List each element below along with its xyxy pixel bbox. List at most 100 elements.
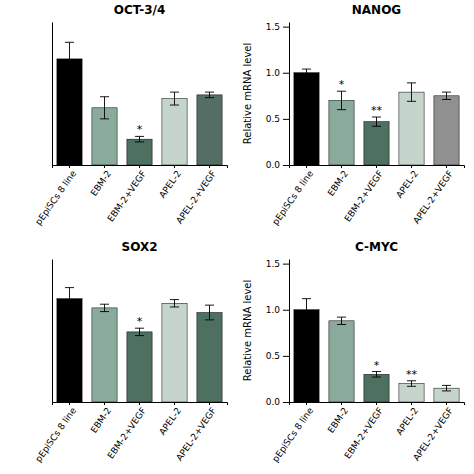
bar xyxy=(364,122,389,165)
x-tick-label: EBM-2+VEGF xyxy=(343,406,386,461)
x-tick: APEL-2+VEGF xyxy=(174,402,218,463)
y-tick: 0.0 xyxy=(266,397,289,407)
x-tick: EBM-2+VEGF xyxy=(106,402,149,461)
error-bar xyxy=(407,83,416,101)
plot-area xyxy=(57,42,222,165)
panel: ***0.00.51.01.5pEpiSCs 8 lineEBM-2EBM-2+… xyxy=(242,3,465,227)
error-bar-line xyxy=(170,92,179,105)
figure: *pEpiSCs 8 lineEBM-2EBM-2+VEGFAPEL-2APEL… xyxy=(0,0,474,474)
x-tick-mark xyxy=(306,165,307,168)
y-tick-mark xyxy=(283,165,289,166)
error-bar xyxy=(302,299,311,321)
error-bar xyxy=(170,300,179,307)
y-tick-label: 0.5 xyxy=(266,114,280,124)
panel-title: SOX2 xyxy=(121,240,157,254)
error-bar xyxy=(302,69,311,76)
significance-labels: *** xyxy=(374,359,418,381)
error-bar-line xyxy=(65,288,74,310)
error-bar xyxy=(100,97,109,119)
x-tick-mark xyxy=(446,402,447,405)
bar xyxy=(162,303,187,402)
x-axis: pEpiSCs 8 line EBM-2EBM-2+VEGF APEL-2APEL-… xyxy=(270,165,464,227)
significance-labels: * xyxy=(137,315,143,328)
y-tick-mark xyxy=(283,27,289,28)
error-bar-line xyxy=(372,117,381,126)
plot-area xyxy=(57,288,222,402)
bar xyxy=(364,374,389,402)
x-tick-label: pEpiSCs 8 line xyxy=(270,168,315,227)
x-tick: pEpiSCs 8 line xyxy=(270,165,315,227)
x-tick: APEL-2 xyxy=(157,165,183,200)
x-tick: APEL-2+VEGF xyxy=(411,402,455,463)
error-bar-line xyxy=(337,317,346,324)
y-axis-title: Relative mRNA level xyxy=(242,43,253,144)
y-tick-label: 1.5 xyxy=(266,259,280,269)
y-axis: 0.00.51.01.5 xyxy=(266,22,290,170)
error-bar xyxy=(135,328,144,335)
y-tick: 0.0 xyxy=(266,160,289,170)
x-tick: EBM-2 xyxy=(326,165,351,198)
x-tick-label: EBM-2 xyxy=(326,406,351,435)
y-tick: 0.5 xyxy=(266,351,289,361)
x-tick-mark xyxy=(139,402,140,405)
x-axis: pEpiSCs 8 line EBM-2EBM-2+VEGF APEL-2APEL-… xyxy=(33,402,227,464)
error-bar xyxy=(135,136,144,142)
x-tick: EBM-2 xyxy=(89,402,114,435)
bar xyxy=(434,96,459,165)
y-axis-title: Relative mRNA level xyxy=(242,280,253,381)
error-bar-line xyxy=(442,385,451,391)
panel-title: OCT-3/4 xyxy=(114,3,166,17)
error-bar-line xyxy=(65,42,74,75)
y-tick-label: 0.0 xyxy=(266,160,281,170)
x-axis-line xyxy=(290,166,465,169)
y-tick-mark xyxy=(283,119,289,120)
x-tick-mark xyxy=(174,402,175,405)
x-tick-mark xyxy=(341,165,342,168)
x-tick-label: APEL-2+VEGF xyxy=(174,406,218,463)
y-axis-line xyxy=(52,23,53,166)
bar xyxy=(127,332,152,402)
x-tick-mark xyxy=(69,165,70,168)
y-tick: 1.0 xyxy=(266,305,289,315)
bar xyxy=(127,139,152,165)
x-tick: EBM-2+VEGF xyxy=(343,165,386,224)
x-tick-label: APEL-2 xyxy=(394,169,420,200)
error-bar xyxy=(205,305,214,320)
x-tick-label: APEL-2+VEGF xyxy=(174,169,218,226)
bar xyxy=(294,73,319,165)
error-bar-line xyxy=(407,83,416,101)
x-tick-label: APEL-2 xyxy=(157,406,183,437)
x-tick-mark xyxy=(139,165,140,168)
bar xyxy=(162,99,187,165)
x-axis: pEpiSCs 8 lineEBM-2EBM-2+VEGFAPEL-2APEL-… xyxy=(270,402,464,464)
x-tick-label: EBM-2+VEGF xyxy=(106,169,149,224)
error-bar xyxy=(170,92,179,105)
x-tick: APEL-2+VEGF xyxy=(174,165,218,226)
y-tick: 1.5 xyxy=(266,259,289,269)
bar xyxy=(399,92,424,165)
error-bar-line xyxy=(407,381,416,387)
error-bar-line xyxy=(135,136,144,142)
bar xyxy=(294,310,319,402)
x-tick: APEL-2+VEGF xyxy=(411,165,455,226)
error-bar xyxy=(372,372,381,378)
bar xyxy=(197,95,222,165)
error-bar-line xyxy=(302,299,311,321)
significance-label: ** xyxy=(371,104,383,117)
significance-label: * xyxy=(339,78,345,91)
x-tick: EBM-2 xyxy=(326,402,351,435)
error-bar xyxy=(65,42,74,75)
y-tick-mark xyxy=(283,310,289,311)
y-tick: 1.5 xyxy=(266,22,289,32)
x-tick-mark xyxy=(174,165,175,168)
x-tick: pEpiSCs 8 line xyxy=(33,402,78,464)
error-bar-line xyxy=(372,372,381,378)
y-axis-line xyxy=(289,23,290,166)
bar xyxy=(197,313,222,402)
y-tick-label: 0.0 xyxy=(266,397,281,407)
panel: *pEpiSCs 8 lineEBM-2EBM-2+VEGFAPEL-2APEL… xyxy=(33,3,227,227)
panel-title: C-MYC xyxy=(355,240,398,254)
x-axis-line xyxy=(53,403,228,406)
y-axis xyxy=(52,23,53,166)
x-tick-label: pEpiSCs 8 line xyxy=(33,168,78,227)
